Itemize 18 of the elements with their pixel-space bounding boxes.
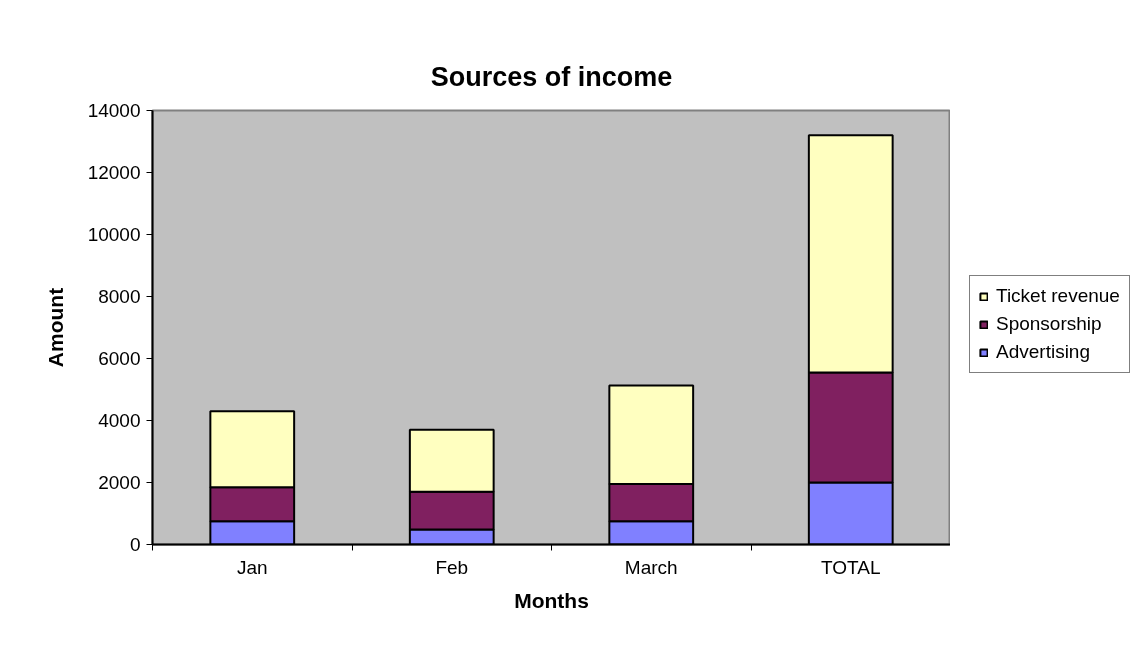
y-tick-label: 10000: [87, 224, 141, 245]
x-tick-label: Jan: [236, 556, 268, 578]
x-tick-label: TOTAL: [821, 556, 881, 578]
legend-label: Advertising: [996, 341, 1090, 363]
y-tick-label: 12000: [87, 162, 141, 183]
y-tick-label: 2000: [98, 472, 141, 493]
chart-title: Sources of income: [430, 61, 673, 92]
x-tick-label: Feb: [435, 556, 469, 578]
y-tick-label: 0: [129, 534, 141, 555]
x-tick-label: March: [624, 556, 678, 578]
y-tick-label: 4000: [98, 410, 141, 431]
y-tick-label: 6000: [98, 348, 141, 369]
x-axis-title: Months: [514, 588, 589, 612]
legend-label: Sponsorship: [996, 313, 1102, 335]
y-tick-label: 8000: [98, 286, 141, 307]
y-axis-title: Amount: [43, 287, 67, 368]
legend-label: Ticket revenue: [996, 285, 1120, 307]
y-tick-label: 14000: [87, 100, 141, 121]
